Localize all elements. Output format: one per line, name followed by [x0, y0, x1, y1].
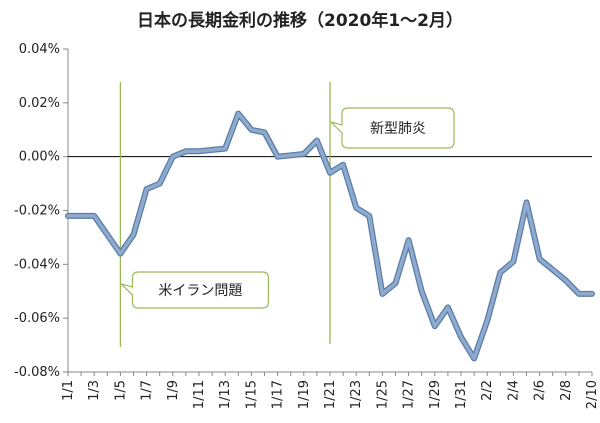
data-point — [119, 252, 122, 255]
data-point — [485, 319, 489, 323]
data-point — [145, 187, 149, 191]
x-tick-label: 1/5 — [113, 380, 128, 401]
data-point — [446, 306, 450, 309]
x-tick-label: 1/29 — [428, 380, 443, 409]
x-tick-label: 1/25 — [375, 380, 390, 409]
x-tick-label: 1/7 — [140, 380, 155, 401]
data-point — [564, 279, 568, 282]
x-tick-label: 2/2 — [480, 380, 495, 401]
data-point — [341, 163, 345, 167]
data-point — [263, 131, 266, 134]
data-point — [223, 147, 227, 150]
data-point — [551, 268, 555, 272]
chart-title: 日本の長期金利の推移（2020年1〜2月） — [137, 11, 463, 31]
y-tick-label: -0.02% — [14, 204, 60, 219]
data-point — [184, 149, 188, 153]
x-tick-label: 1/19 — [297, 380, 312, 409]
data-point — [354, 206, 358, 210]
y-tick-label: -0.04% — [14, 257, 60, 272]
data-point — [420, 289, 424, 293]
data-point — [197, 149, 201, 153]
data-point — [590, 292, 594, 296]
x-tick-label: 2/10 — [585, 380, 600, 409]
data-point — [289, 153, 293, 157]
y-tick-label: 0.02% — [19, 96, 60, 111]
data-point — [512, 260, 515, 264]
data-point — [367, 214, 371, 218]
annotation-label: 米イラン問題 — [158, 283, 242, 299]
data-point — [538, 257, 541, 261]
x-tick-label: 1/27 — [402, 380, 417, 409]
data-point — [158, 182, 162, 185]
data-point — [472, 357, 476, 360]
data-point — [171, 155, 175, 159]
data-point — [498, 271, 502, 274]
data-point — [328, 171, 332, 175]
data-point — [250, 128, 253, 132]
data-point — [577, 292, 581, 296]
annotation-callout — [119, 271, 269, 309]
data-point — [105, 233, 109, 237]
data-point — [302, 152, 306, 156]
data-point — [315, 139, 319, 142]
data-point — [525, 201, 528, 204]
data-point — [459, 335, 463, 339]
data-point — [66, 214, 70, 218]
data-point — [79, 214, 83, 218]
annotation-callout — [328, 107, 455, 149]
x-tick-label: 1/15 — [244, 380, 259, 409]
x-tick-label: 1/3 — [87, 380, 102, 401]
y-tick-label: 0.00% — [19, 150, 60, 165]
data-point — [433, 324, 437, 328]
data-point — [210, 148, 214, 152]
y-tick-label: -0.08% — [14, 365, 60, 380]
data-point — [276, 155, 279, 159]
data-point — [132, 233, 135, 237]
x-tick-label: 2/4 — [506, 380, 521, 401]
data-point — [236, 112, 240, 115]
x-tick-label: 1/17 — [271, 380, 286, 409]
x-tick-label: 1/13 — [218, 380, 233, 409]
x-tick-label: 1/9 — [166, 380, 181, 401]
x-tick-label: 1/23 — [349, 380, 364, 409]
x-tick-label: 1/1 — [61, 380, 76, 401]
x-tick-label: 2/8 — [559, 380, 574, 401]
x-tick-label: 1/11 — [192, 380, 207, 409]
data-point — [381, 292, 384, 296]
data-point — [407, 238, 410, 242]
x-tick-label: 1/31 — [454, 380, 469, 409]
x-tick-label: 2/6 — [533, 380, 548, 401]
y-tick-label: -0.06% — [14, 311, 60, 326]
y-tick-label: 0.04% — [19, 42, 60, 57]
x-tick-label: 1/21 — [323, 380, 338, 409]
data-point — [394, 281, 397, 285]
data-point — [92, 214, 96, 218]
annotation-label: 新型肺炎 — [370, 121, 426, 137]
